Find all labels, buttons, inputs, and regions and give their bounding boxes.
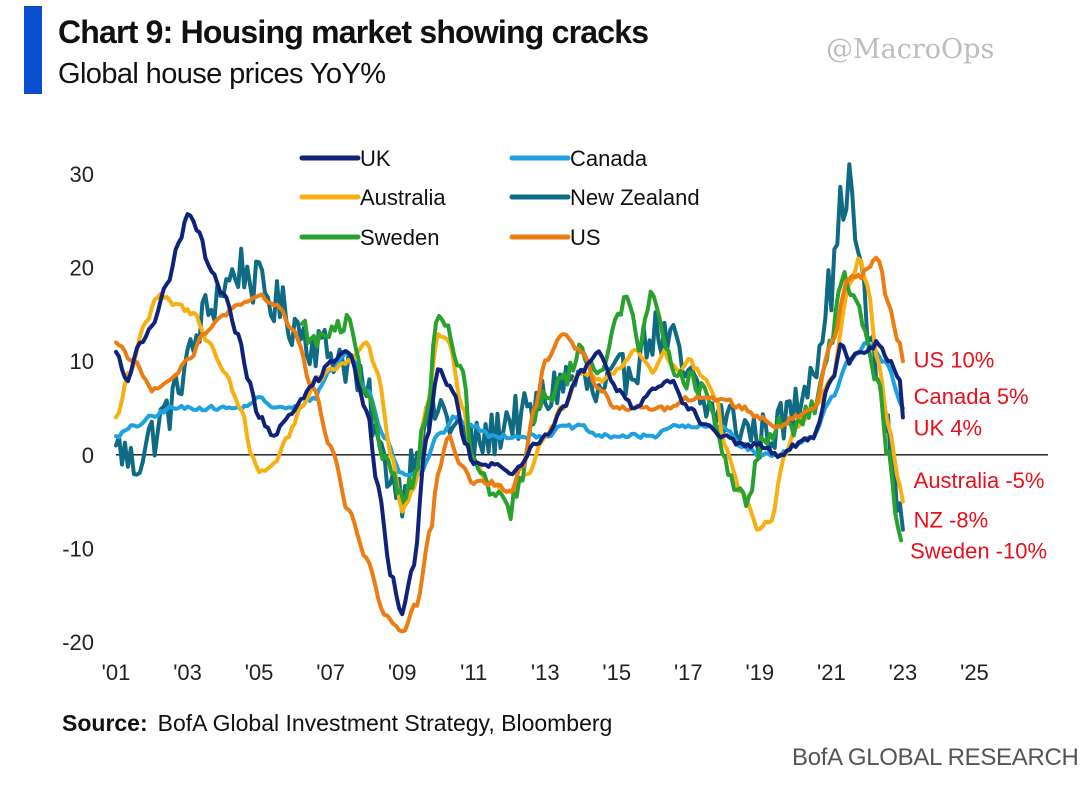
legend-label-us: US xyxy=(570,225,601,250)
x-tick-label: '05 xyxy=(245,660,274,685)
accent-bar xyxy=(24,6,42,94)
x-tick-label: '13 xyxy=(531,660,560,685)
source-note: Source: BofA Global Investment Strategy, … xyxy=(62,710,612,737)
y-tick-label: 0 xyxy=(82,443,94,468)
y-tick-label: 20 xyxy=(70,256,94,281)
chart-subtitle: Global house prices YoY% xyxy=(58,58,386,90)
x-tick-label: '19 xyxy=(746,660,775,685)
x-tick-label: '03 xyxy=(173,660,202,685)
chart-title: Chart 9: Housing market showing cracks xyxy=(58,14,649,50)
x-tick-label: '23 xyxy=(889,660,918,685)
series-line-uk xyxy=(114,212,905,617)
series-line-canada xyxy=(114,340,905,478)
legend-label-uk: UK xyxy=(360,146,391,171)
x-tick-label: '15 xyxy=(602,660,631,685)
series-line-us xyxy=(114,255,905,634)
x-tick-label: '21 xyxy=(817,660,846,685)
annotation-australia: Australia -5% xyxy=(914,468,1045,493)
watermark: @MacroOps xyxy=(826,34,995,65)
legend-label-new-zealand: New Zealand xyxy=(570,185,700,210)
x-tick-label: '11 xyxy=(460,660,487,685)
x-tick-label: '07 xyxy=(316,660,345,685)
annotation-sweden: Sweden -10% xyxy=(910,538,1047,563)
series-line-new-zealand xyxy=(114,162,905,532)
annotation-us: US 10% xyxy=(914,347,995,372)
annotation-uk: UK 4% xyxy=(914,416,982,441)
x-tick-label: '09 xyxy=(388,660,417,685)
legend-label-canada: Canada xyxy=(570,146,648,171)
x-tick-label: '01 xyxy=(102,660,131,685)
source-text: BofA Global Investment Strategy, Bloombe… xyxy=(157,710,613,736)
brand-footer: BofA GLOBAL RESEARCH xyxy=(792,744,1079,771)
y-tick-label: 30 xyxy=(70,162,94,187)
source-label: Source: xyxy=(62,710,148,736)
x-tick-label: '25 xyxy=(960,660,989,685)
y-tick-label: -20 xyxy=(62,630,94,655)
legend-label-australia: Australia xyxy=(360,185,446,210)
y-tick-label: 10 xyxy=(70,349,94,374)
y-tick-label: -10 xyxy=(62,536,94,561)
annotation-canada: Canada 5% xyxy=(914,384,1029,409)
annotation-nz: NZ -8% xyxy=(914,507,989,532)
x-tick-label: '17 xyxy=(674,660,703,685)
series-line-sweden xyxy=(300,270,904,543)
legend-label-sweden: Sweden xyxy=(360,225,440,250)
